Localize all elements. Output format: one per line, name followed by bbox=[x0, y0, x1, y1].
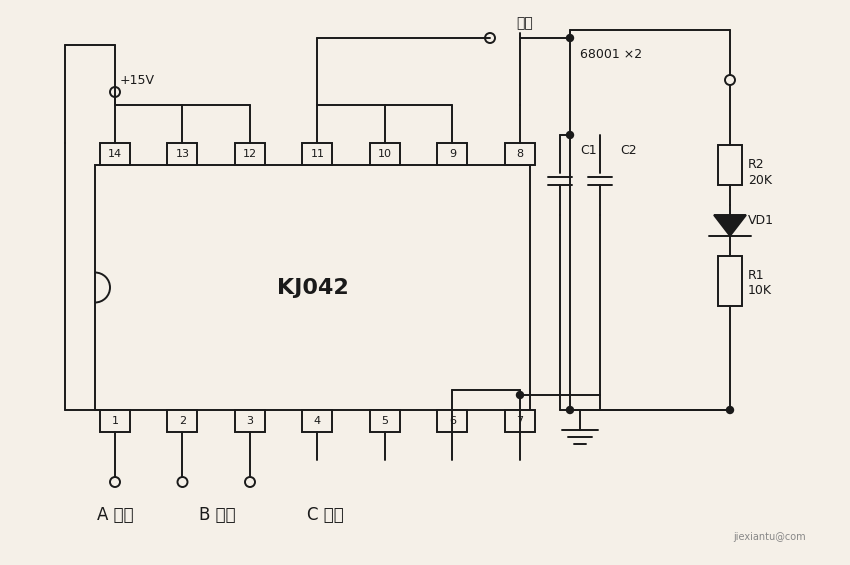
Text: 2: 2 bbox=[179, 416, 186, 426]
Bar bbox=[718, 145, 742, 185]
Bar bbox=[95, 165, 530, 410]
Polygon shape bbox=[714, 215, 746, 236]
Bar bbox=[235, 410, 265, 432]
Text: B 相入: B 相入 bbox=[199, 506, 235, 524]
Bar bbox=[505, 143, 535, 165]
Text: 20K: 20K bbox=[748, 173, 772, 186]
Text: C1: C1 bbox=[580, 144, 597, 157]
Circle shape bbox=[110, 87, 120, 97]
Bar bbox=[718, 256, 742, 306]
Bar bbox=[100, 410, 130, 432]
Text: 8: 8 bbox=[517, 149, 524, 159]
Text: C 相入: C 相入 bbox=[307, 506, 343, 524]
Bar bbox=[438, 143, 468, 165]
Circle shape bbox=[727, 406, 734, 414]
Text: R1: R1 bbox=[748, 270, 765, 282]
Text: 7: 7 bbox=[517, 416, 524, 426]
Circle shape bbox=[725, 75, 735, 85]
Bar bbox=[167, 410, 197, 432]
Text: R2: R2 bbox=[748, 159, 765, 172]
Text: +15V: +15V bbox=[120, 73, 155, 86]
Bar bbox=[303, 410, 332, 432]
Bar bbox=[438, 410, 468, 432]
Text: 13: 13 bbox=[175, 149, 190, 159]
Bar bbox=[100, 143, 130, 165]
Text: 12: 12 bbox=[243, 149, 257, 159]
Text: 10: 10 bbox=[378, 149, 392, 159]
Bar bbox=[370, 410, 400, 432]
Bar bbox=[505, 410, 535, 432]
Text: 1: 1 bbox=[111, 416, 118, 426]
Bar bbox=[370, 143, 400, 165]
Text: KJ042: KJ042 bbox=[276, 277, 348, 298]
Text: jiexiantu@com: jiexiantu@com bbox=[734, 532, 807, 542]
Text: 6: 6 bbox=[449, 416, 456, 426]
Text: 9: 9 bbox=[449, 149, 456, 159]
Circle shape bbox=[517, 392, 524, 398]
Text: 68001 ×2: 68001 ×2 bbox=[580, 49, 642, 62]
Bar bbox=[235, 143, 265, 165]
Text: 4: 4 bbox=[314, 416, 321, 426]
Text: 输出: 输出 bbox=[517, 16, 533, 30]
Text: 14: 14 bbox=[108, 149, 122, 159]
Text: A 相入: A 相入 bbox=[97, 506, 133, 524]
Circle shape bbox=[566, 132, 574, 138]
Circle shape bbox=[245, 477, 255, 487]
Text: 5: 5 bbox=[382, 416, 388, 426]
Circle shape bbox=[485, 33, 495, 43]
Circle shape bbox=[178, 477, 188, 487]
Text: 3: 3 bbox=[246, 416, 253, 426]
Bar bbox=[167, 143, 197, 165]
Text: C2: C2 bbox=[620, 144, 637, 157]
Text: 11: 11 bbox=[310, 149, 325, 159]
Circle shape bbox=[566, 34, 574, 41]
Text: 10K: 10K bbox=[748, 284, 772, 297]
Circle shape bbox=[566, 406, 574, 414]
Circle shape bbox=[110, 477, 120, 487]
Bar bbox=[303, 143, 332, 165]
Text: VD1: VD1 bbox=[748, 215, 774, 228]
